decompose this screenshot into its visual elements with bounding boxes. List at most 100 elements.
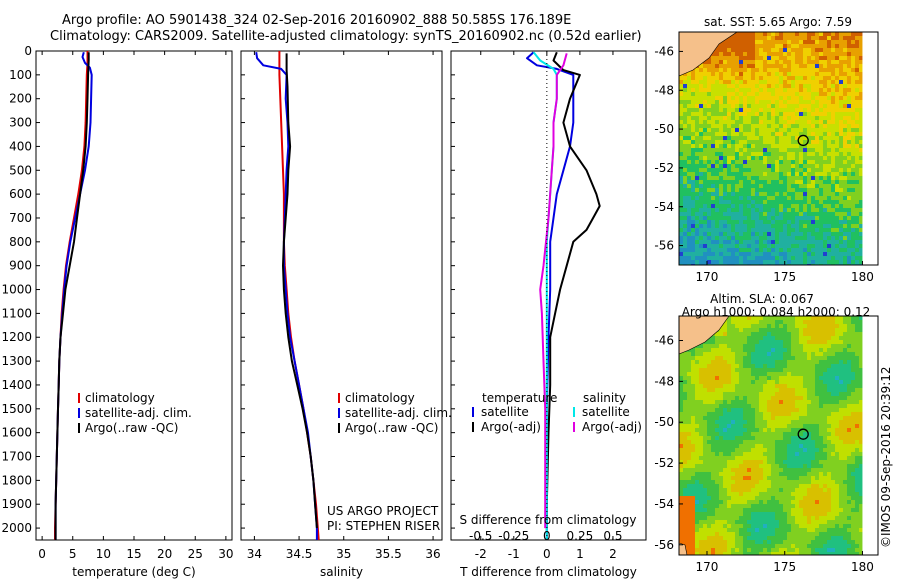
map-cell — [715, 224, 719, 228]
map-cell — [835, 348, 839, 352]
map-cell — [819, 88, 823, 92]
map-cell — [831, 144, 835, 148]
map-cell — [799, 228, 803, 232]
map-cell — [803, 36, 807, 40]
map-cell — [759, 48, 763, 52]
map-cell — [699, 256, 703, 260]
map-cell — [723, 392, 727, 396]
map-cell — [731, 140, 735, 144]
map-cell — [703, 208, 707, 212]
map-cell — [799, 372, 803, 376]
map-cell — [819, 128, 823, 132]
map-cell — [767, 424, 771, 428]
map-cell — [743, 372, 747, 376]
map-cell — [783, 448, 787, 452]
map-cell — [791, 32, 795, 36]
map-cell — [751, 212, 755, 216]
map-cell — [719, 124, 723, 128]
map-cell — [815, 488, 819, 492]
map-cell — [771, 56, 775, 60]
map-cell — [791, 44, 795, 48]
project-annotation: US ARGO PROJECT — [327, 504, 439, 518]
map-cell — [707, 116, 711, 120]
map-cell — [707, 164, 711, 168]
map-cell — [787, 376, 791, 380]
legend-label: satellite — [481, 405, 529, 419]
map-cell — [787, 320, 791, 324]
map-cell — [795, 124, 799, 128]
map-cell — [799, 128, 803, 132]
map-cell — [847, 452, 851, 456]
map-cell — [811, 452, 815, 456]
map-cell — [823, 248, 827, 252]
map-cell — [811, 476, 815, 480]
map-cell — [799, 136, 803, 140]
map-cell — [831, 392, 835, 396]
map-cell — [691, 408, 695, 412]
map-cell — [851, 412, 855, 416]
map-cell — [807, 328, 811, 332]
map-cell — [679, 192, 683, 196]
map-cell — [679, 112, 683, 116]
map-cell — [783, 428, 787, 432]
map-cell — [791, 168, 795, 172]
map-cell — [779, 240, 783, 244]
x-axis-label: T difference from climatology — [459, 565, 637, 579]
map-cell — [719, 60, 723, 64]
map-cell — [735, 420, 739, 424]
map-cell — [755, 376, 759, 380]
map-cell — [827, 48, 831, 52]
y-tick-label: 1400 — [1, 378, 32, 392]
map-cell — [815, 344, 819, 348]
map-cell — [711, 256, 715, 260]
map-cell — [759, 144, 763, 148]
map-cell — [843, 228, 847, 232]
map-cell — [791, 176, 795, 180]
map-cell — [767, 440, 771, 444]
map-cell — [727, 136, 731, 140]
map-cell — [775, 316, 779, 320]
map-cell — [763, 184, 767, 188]
map-cell — [723, 360, 727, 364]
map-cell — [855, 176, 859, 180]
map-cell — [831, 80, 835, 84]
map-cell — [751, 84, 755, 88]
map-cell — [787, 36, 791, 40]
map-cell — [735, 172, 739, 176]
map-cell — [727, 192, 731, 196]
map-cell — [843, 92, 847, 96]
map-cell — [735, 168, 739, 172]
map-cell — [691, 152, 695, 156]
map-cell — [735, 224, 739, 228]
map-cell — [739, 48, 743, 52]
map-cell — [747, 348, 751, 352]
map-cell — [759, 460, 763, 464]
map-cell — [711, 180, 715, 184]
map-cell — [795, 76, 799, 80]
map-cell — [719, 132, 723, 136]
map-cell — [683, 256, 687, 260]
map-cell — [727, 372, 731, 376]
map-cell — [795, 384, 799, 388]
map-cell — [723, 164, 727, 168]
map-cell — [791, 372, 795, 376]
map-cell — [843, 260, 847, 264]
map-cell — [731, 160, 735, 164]
map-cell — [767, 328, 771, 332]
map-cell — [727, 488, 731, 492]
map-cell — [731, 60, 735, 64]
map-cell — [703, 252, 707, 256]
map-cell — [711, 480, 715, 484]
map-cell — [855, 456, 859, 460]
map-cell — [847, 128, 851, 132]
map-cell — [827, 332, 831, 336]
map-cell — [739, 456, 743, 460]
map-cell — [739, 240, 743, 244]
map-cell — [727, 204, 731, 208]
map-cell — [831, 440, 835, 444]
y-tick-label: 1500 — [1, 402, 32, 416]
map-cell — [803, 352, 807, 356]
map-cell — [687, 228, 691, 232]
map-cell — [835, 176, 839, 180]
map-cell — [759, 444, 763, 448]
